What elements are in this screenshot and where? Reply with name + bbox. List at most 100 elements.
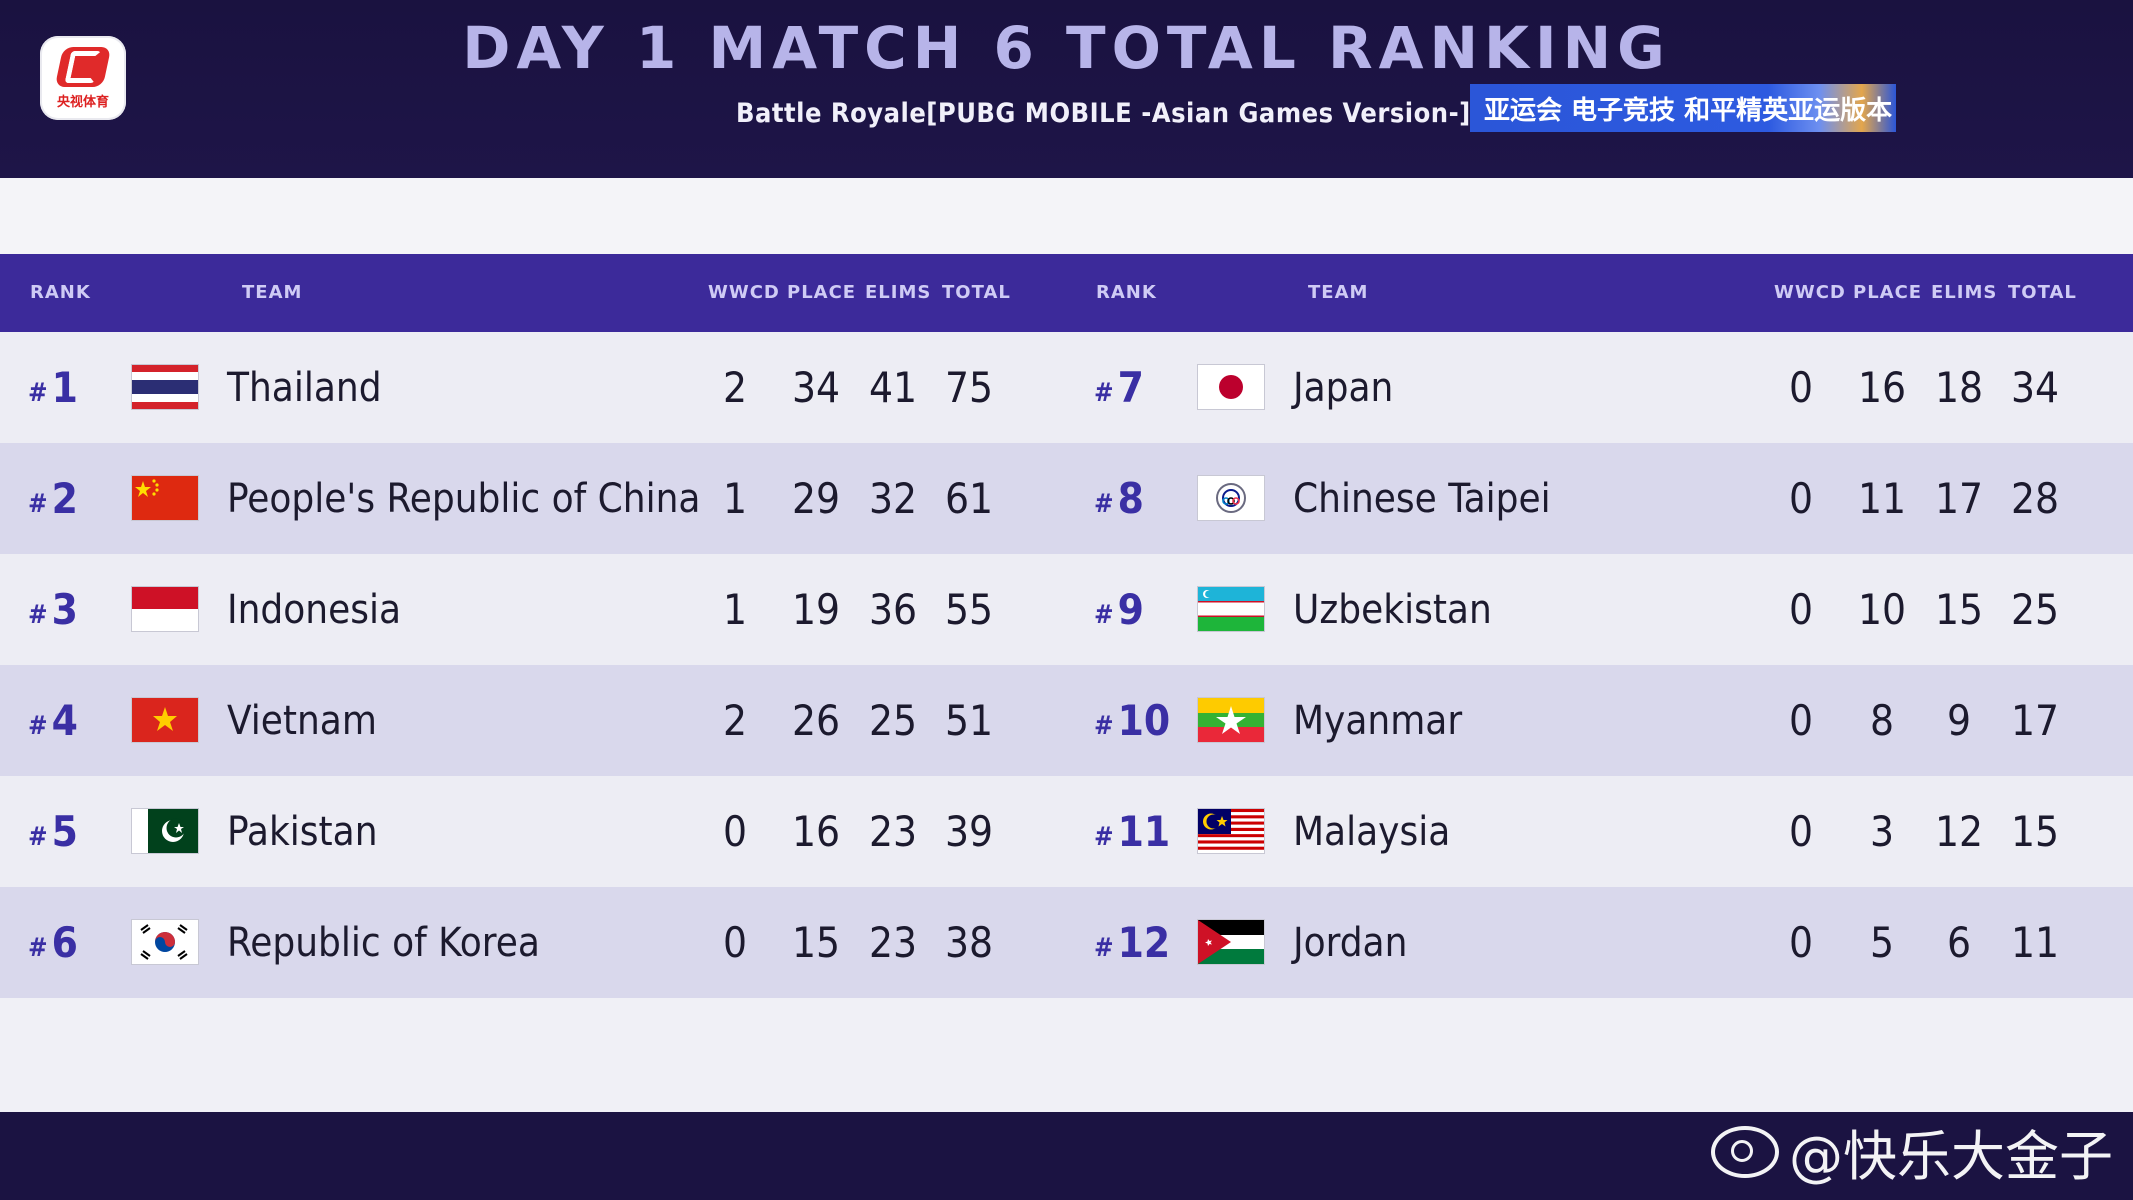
logo-text: 央视体育 bbox=[56, 94, 109, 110]
china-flag-icon bbox=[132, 476, 198, 520]
place-value: 15 bbox=[791, 918, 841, 967]
rank-cell: #12 bbox=[1094, 887, 1170, 998]
team-name: Jordan bbox=[1293, 919, 1408, 966]
rank-hash: # bbox=[1094, 932, 1114, 963]
rank-number: 4 bbox=[51, 696, 78, 745]
col-total-right: TOTAL bbox=[2008, 282, 2077, 303]
rank-hash: # bbox=[28, 488, 48, 519]
wwcd-value: 0 bbox=[1788, 918, 1814, 967]
total-value: 25 bbox=[2010, 585, 2060, 634]
total-value: 34 bbox=[2010, 363, 2060, 412]
ranking-table: #1 Thailand 2 34 41 75 #7 Japan 0 16 18 34 #2 People'… bbox=[0, 332, 2133, 1112]
table-row: #5 Pakistan 0 16 23 39 #11 Malaysia 0 3 12 15 bbox=[0, 776, 2133, 887]
col-elims-right: ELIMS bbox=[1931, 282, 1998, 303]
rank-number: 7 bbox=[1117, 363, 1144, 412]
col-rank-left: RANK bbox=[30, 282, 91, 303]
place-value: 19 bbox=[791, 585, 841, 634]
place-value: 5 bbox=[1869, 918, 1895, 967]
rank-hash: # bbox=[28, 821, 48, 852]
weibo-watermark: @快乐大金子 bbox=[1711, 1112, 2113, 1191]
rank-cell: #11 bbox=[1094, 776, 1170, 887]
column-header-bar: RANK TEAM WWCD PLACE ELIMS TOTAL RANK TE… bbox=[0, 254, 2133, 332]
elims-value: 6 bbox=[1946, 918, 1972, 967]
elims-value: 25 bbox=[868, 696, 918, 745]
place-value: 29 bbox=[791, 474, 841, 523]
rank-number: 2 bbox=[51, 474, 78, 523]
table-row: #4 Vietnam 2 26 25 51 #10 Myanmar 0 8 9 17 bbox=[0, 665, 2133, 776]
rank-cell: #5 bbox=[28, 776, 78, 887]
rank-hash: # bbox=[28, 710, 48, 741]
team-name: Myanmar bbox=[1293, 697, 1463, 744]
place-value: 34 bbox=[791, 363, 841, 412]
wwcd-value: 2 bbox=[722, 696, 748, 745]
wwcd-value: 0 bbox=[1788, 807, 1814, 856]
rank-hash: # bbox=[28, 932, 48, 963]
vietnam-flag-icon bbox=[132, 698, 198, 742]
elims-value: 23 bbox=[868, 807, 918, 856]
rank-cell: #1 bbox=[28, 332, 78, 443]
rank-cell: #8 bbox=[1094, 443, 1144, 554]
wwcd-value: 0 bbox=[1788, 585, 1814, 634]
thailand-flag-icon bbox=[132, 365, 198, 409]
elims-value: 41 bbox=[868, 363, 918, 412]
rank-cell: #7 bbox=[1094, 332, 1144, 443]
cctv-sports-logo: 央视体育 bbox=[40, 36, 126, 120]
wwcd-value: 0 bbox=[1788, 363, 1814, 412]
uzbekistan-flag-icon bbox=[1198, 587, 1264, 631]
elims-value: 18 bbox=[1934, 363, 1984, 412]
spacer-band bbox=[0, 178, 2133, 254]
elims-value: 32 bbox=[868, 474, 918, 523]
total-value: 55 bbox=[944, 585, 994, 634]
table-row: #2 People's Republic of China 1 29 32 61 #8 Chi… bbox=[0, 443, 2133, 554]
col-place-left: PLACE bbox=[787, 282, 857, 303]
col-place-right: PLACE bbox=[1853, 282, 1923, 303]
team-name: Republic of Korea bbox=[227, 919, 540, 966]
place-value: 16 bbox=[1857, 363, 1907, 412]
total-value: 15 bbox=[2010, 807, 2060, 856]
table-row: #6 Republic of Korea 0 15 23 38 #12 Jordan 0 5 6 11 bbox=[0, 887, 2133, 998]
rank-cell: #2 bbox=[28, 443, 78, 554]
elims-value: 15 bbox=[1934, 585, 1984, 634]
total-value: 61 bbox=[944, 474, 994, 523]
team-name: Uzbekistan bbox=[1293, 586, 1492, 633]
rank-hash: # bbox=[1094, 710, 1114, 741]
elims-value: 17 bbox=[1934, 474, 1984, 523]
rank-number: 11 bbox=[1117, 807, 1171, 856]
event-banner: 亚运会 电子竞技 和平精英亚运版本 bbox=[1470, 84, 1896, 132]
total-value: 39 bbox=[944, 807, 994, 856]
team-name: Pakistan bbox=[227, 808, 378, 855]
team-name: Japan bbox=[1293, 364, 1394, 411]
team-name: Chinese Taipei bbox=[1293, 475, 1551, 522]
elims-value: 9 bbox=[1946, 696, 1972, 745]
rank-hash: # bbox=[28, 599, 48, 630]
col-rank-right: RANK bbox=[1096, 282, 1157, 303]
team-name: People's Republic of China bbox=[227, 475, 701, 522]
wwcd-value: 0 bbox=[1788, 696, 1814, 745]
place-value: 3 bbox=[1869, 807, 1895, 856]
page-title: DAY 1 MATCH 6 TOTAL RANKING bbox=[462, 14, 1671, 82]
header: 央视体育 DAY 1 MATCH 6 TOTAL RANKING Battle … bbox=[0, 0, 2133, 178]
col-elims-left: ELIMS bbox=[865, 282, 932, 303]
rank-cell: #4 bbox=[28, 665, 78, 776]
wwcd-value: 1 bbox=[722, 474, 748, 523]
rank-number: 12 bbox=[1117, 918, 1171, 967]
rank-cell: #10 bbox=[1094, 665, 1170, 776]
rank-cell: #6 bbox=[28, 887, 78, 998]
wwcd-value: 0 bbox=[722, 807, 748, 856]
japan-flag-icon bbox=[1198, 365, 1264, 409]
col-wwcd-left: WWCD bbox=[708, 282, 780, 303]
chinese-taipei-flag-icon bbox=[1198, 476, 1264, 520]
place-value: 10 bbox=[1857, 585, 1907, 634]
pakistan-flag-icon bbox=[132, 809, 198, 853]
place-value: 8 bbox=[1869, 696, 1895, 745]
rank-cell: #9 bbox=[1094, 554, 1144, 665]
rank-hash: # bbox=[1094, 488, 1114, 519]
jordan-flag-icon bbox=[1198, 920, 1264, 964]
total-value: 28 bbox=[2010, 474, 2060, 523]
weibo-icon bbox=[1711, 1125, 1779, 1178]
myanmar-flag-icon bbox=[1198, 698, 1264, 742]
team-name: Vietnam bbox=[227, 697, 377, 744]
elims-value: 36 bbox=[868, 585, 918, 634]
rank-hash: # bbox=[28, 377, 48, 408]
col-wwcd-right: WWCD bbox=[1774, 282, 1846, 303]
